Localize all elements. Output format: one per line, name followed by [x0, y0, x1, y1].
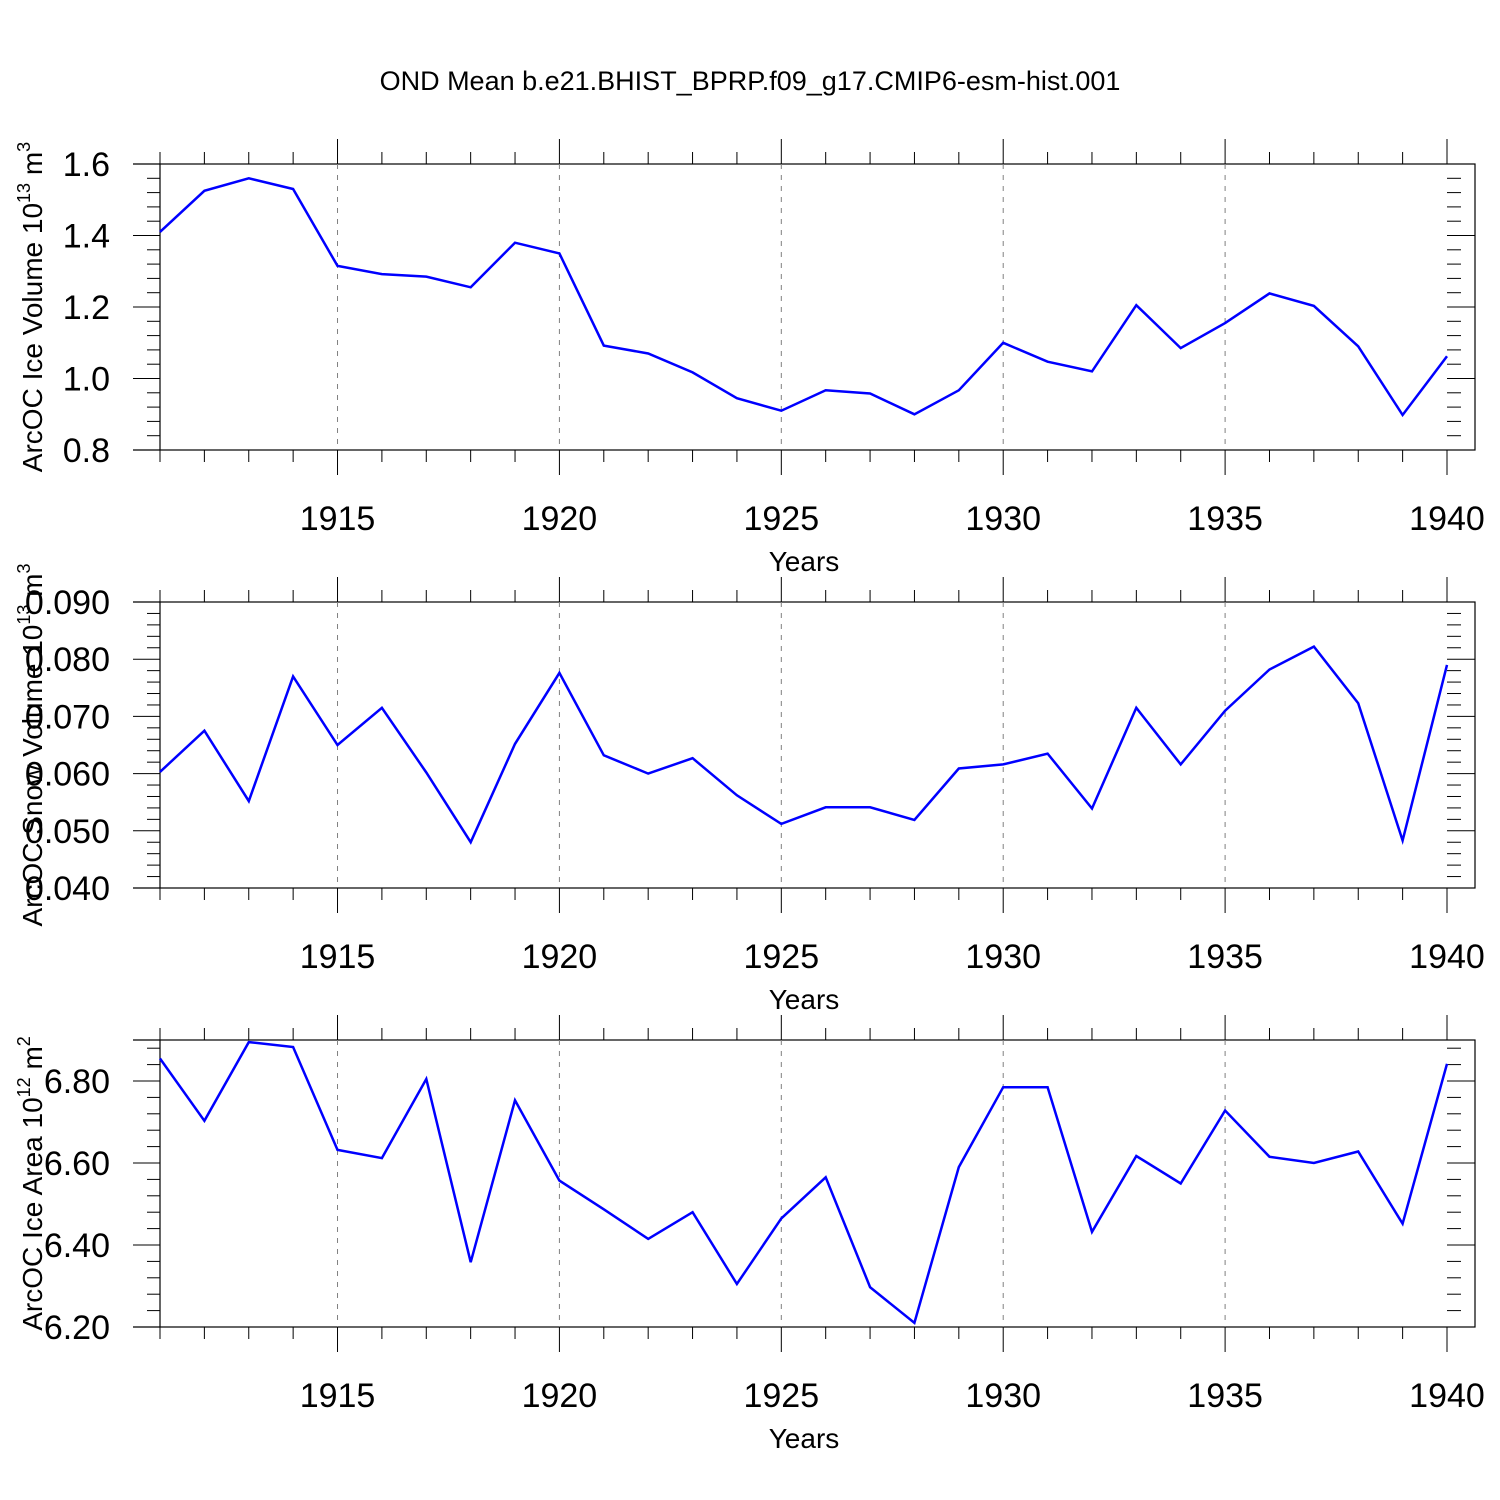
y-tick-label: 1.2: [63, 289, 110, 327]
x-tick-label: 1925: [743, 1377, 819, 1415]
y-tick-label: 1.6: [63, 146, 110, 184]
chart-panel-3: 6.20 6.40 6.60 6.80 1915 1920 1925 1930 1935 1940…: [14, 1015, 1485, 1454]
x-tick-label: 1920: [522, 1377, 598, 1415]
x-tick-label: 1940: [1409, 1377, 1485, 1415]
y-axis-label: ArcOC Ice Area 1012 m2: [14, 1036, 48, 1331]
series-line: [158, 1040, 1449, 1326]
y-tick-label: 0.090: [25, 584, 110, 622]
y-tick-label: 1.4: [63, 218, 110, 256]
y-tick-label: 0.050: [25, 813, 110, 851]
x-tick-label: 1930: [965, 500, 1041, 538]
y-tick-label: 0.080: [25, 641, 110, 679]
x-tick-label: 1930: [965, 938, 1041, 976]
plot-frame: [159, 1039, 1476, 1328]
series-line: [159, 177, 1448, 418]
y-tick-label: 0.040: [25, 870, 110, 908]
figure-title: OND Mean b.e21.BHIST_BPRP.f09_g17.CMIP6-…: [379, 66, 1121, 96]
x-tick-label: 1935: [1187, 500, 1263, 538]
y-tick-label: 6.80: [44, 1063, 110, 1101]
x-tick-label: 1940: [1409, 938, 1485, 976]
x-tick-label: 1915: [300, 938, 376, 976]
x-axis-label: Years: [769, 546, 840, 577]
x-tick-label: 1935: [1187, 1377, 1263, 1415]
y-tick-label: 0.8: [63, 432, 110, 470]
x-tick-label: 1915: [300, 500, 376, 538]
y-axis-label: ArcOC Ice Volume 1013 m3: [14, 142, 48, 472]
series-line: [159, 645, 1449, 846]
x-tick-label: 1940: [1409, 500, 1485, 538]
y-tick-label: 1.0: [63, 361, 110, 399]
plot-frame: [159, 601, 1476, 889]
y-tick-label: 6.40: [44, 1227, 110, 1265]
y-axis-label: ArcOC Snow Volume 1013 m3: [14, 563, 48, 926]
x-tick-label: 1920: [522, 500, 598, 538]
chart-panel-2: 0.040 0.050 0.060 0.070 0.080 0.090 1915 1920 19…: [14, 563, 1485, 1015]
chart-panel-1: 0.8 1.0 1.2 1.4 1.6 1915 1920 1925 1930 1935 1940 Y…: [14, 139, 1485, 577]
x-tick-label: 1930: [965, 1377, 1041, 1415]
x-axis-label: Years: [769, 1423, 840, 1454]
plot-frame: [159, 163, 1476, 451]
x-tick-label: 1915: [300, 1377, 376, 1415]
x-tick-label: 1935: [1187, 938, 1263, 976]
y-tick-label: 6.20: [44, 1309, 110, 1347]
y-tick-label: 0.070: [25, 698, 110, 736]
x-tick-label: 1920: [522, 938, 598, 976]
y-tick-label: 0.060: [25, 756, 110, 794]
x-tick-label: 1925: [743, 500, 819, 538]
x-tick-label: 1925: [743, 938, 819, 976]
x-axis-label: Years: [769, 984, 840, 1015]
y-tick-label: 6.60: [44, 1145, 110, 1183]
